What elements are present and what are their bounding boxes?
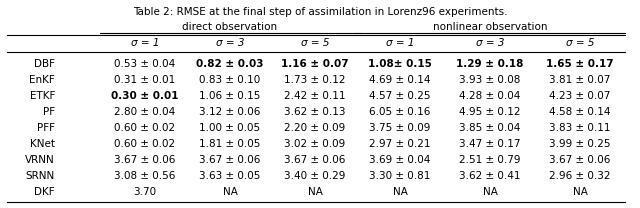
Text: EnKF: EnKF xyxy=(29,75,55,85)
Text: σ = 1: σ = 1 xyxy=(131,38,159,48)
Text: 3.93 ± 0.08: 3.93 ± 0.08 xyxy=(460,75,521,85)
Text: 0.30 ± 0.01: 0.30 ± 0.01 xyxy=(111,91,179,101)
Text: 0.60 ± 0.02: 0.60 ± 0.02 xyxy=(115,139,175,149)
Text: 0.53 ± 0.04: 0.53 ± 0.04 xyxy=(115,59,175,69)
Text: 1.08± 0.15: 1.08± 0.15 xyxy=(368,59,432,69)
Text: 3.85 ± 0.04: 3.85 ± 0.04 xyxy=(460,123,521,133)
Text: direct observation: direct observation xyxy=(182,22,278,32)
Text: SRNN: SRNN xyxy=(26,171,55,181)
Text: 1.06 ± 0.15: 1.06 ± 0.15 xyxy=(199,91,260,101)
Text: PFF: PFF xyxy=(37,123,55,133)
Text: 3.67 ± 0.06: 3.67 ± 0.06 xyxy=(284,155,346,165)
Text: 1.81 ± 0.05: 1.81 ± 0.05 xyxy=(199,139,260,149)
Text: 2.96 ± 0.32: 2.96 ± 0.32 xyxy=(549,171,611,181)
Text: σ = 5: σ = 5 xyxy=(301,38,329,48)
Text: 3.63 ± 0.05: 3.63 ± 0.05 xyxy=(199,171,260,181)
Text: DBF: DBF xyxy=(34,59,55,69)
Text: 3.67 ± 0.06: 3.67 ± 0.06 xyxy=(115,155,176,165)
Text: 3.02 ± 0.09: 3.02 ± 0.09 xyxy=(284,139,346,149)
Text: 0.83 ± 0.10: 0.83 ± 0.10 xyxy=(200,75,260,85)
Text: 1.29 ± 0.18: 1.29 ± 0.18 xyxy=(456,59,524,69)
Text: 0.31 ± 0.01: 0.31 ± 0.01 xyxy=(115,75,175,85)
Text: 3.67 ± 0.06: 3.67 ± 0.06 xyxy=(549,155,611,165)
Text: 3.40 ± 0.29: 3.40 ± 0.29 xyxy=(284,171,346,181)
Text: NA: NA xyxy=(223,187,237,197)
Text: 3.75 ± 0.09: 3.75 ± 0.09 xyxy=(369,123,431,133)
Text: 6.05 ± 0.16: 6.05 ± 0.16 xyxy=(369,107,431,117)
Text: NA: NA xyxy=(573,187,588,197)
Text: KNet: KNet xyxy=(30,139,55,149)
Text: 3.08 ± 0.56: 3.08 ± 0.56 xyxy=(115,171,176,181)
Text: 1.16 ± 0.07: 1.16 ± 0.07 xyxy=(281,59,349,69)
Text: 3.62 ± 0.41: 3.62 ± 0.41 xyxy=(460,171,521,181)
Text: NA: NA xyxy=(308,187,323,197)
Text: 2.20 ± 0.09: 2.20 ± 0.09 xyxy=(284,123,346,133)
Text: 2.80 ± 0.04: 2.80 ± 0.04 xyxy=(115,107,175,117)
Text: 3.62 ± 0.13: 3.62 ± 0.13 xyxy=(284,107,346,117)
Text: 3.67 ± 0.06: 3.67 ± 0.06 xyxy=(199,155,260,165)
Text: 4.28 ± 0.04: 4.28 ± 0.04 xyxy=(460,91,521,101)
Text: VRNN: VRNN xyxy=(25,155,55,165)
Text: 4.57 ± 0.25: 4.57 ± 0.25 xyxy=(369,91,431,101)
Text: 3.30 ± 0.81: 3.30 ± 0.81 xyxy=(369,171,431,181)
Text: nonlinear observation: nonlinear observation xyxy=(433,22,547,32)
Text: 3.69 ± 0.04: 3.69 ± 0.04 xyxy=(369,155,431,165)
Text: 2.97 ± 0.21: 2.97 ± 0.21 xyxy=(369,139,431,149)
Text: ETKF: ETKF xyxy=(29,91,55,101)
Text: 2.42 ± 0.11: 2.42 ± 0.11 xyxy=(284,91,346,101)
Text: NA: NA xyxy=(483,187,497,197)
Text: 1.65 ± 0.17: 1.65 ± 0.17 xyxy=(546,59,614,69)
Text: 4.69 ± 0.14: 4.69 ± 0.14 xyxy=(369,75,431,85)
Text: σ = 3: σ = 3 xyxy=(216,38,244,48)
Text: 1.00 ± 0.05: 1.00 ± 0.05 xyxy=(200,123,260,133)
Text: DKF: DKF xyxy=(35,187,55,197)
Text: 3.12 ± 0.06: 3.12 ± 0.06 xyxy=(199,107,260,117)
Text: 3.70: 3.70 xyxy=(133,187,157,197)
Text: 1.73 ± 0.12: 1.73 ± 0.12 xyxy=(284,75,346,85)
Text: 0.82 ± 0.03: 0.82 ± 0.03 xyxy=(196,59,264,69)
Text: 0.60 ± 0.02: 0.60 ± 0.02 xyxy=(115,123,175,133)
Text: 3.47 ± 0.17: 3.47 ± 0.17 xyxy=(460,139,521,149)
Text: σ = 1: σ = 1 xyxy=(386,38,414,48)
Text: Table 2: RMSE at the final step of assimilation in Lorenz96 experiments.: Table 2: RMSE at the final step of assim… xyxy=(132,7,508,17)
Text: NA: NA xyxy=(392,187,408,197)
Text: σ = 5: σ = 5 xyxy=(566,38,595,48)
Text: 4.23 ± 0.07: 4.23 ± 0.07 xyxy=(549,91,611,101)
Text: 3.81 ± 0.07: 3.81 ± 0.07 xyxy=(549,75,611,85)
Text: 3.83 ± 0.11: 3.83 ± 0.11 xyxy=(549,123,611,133)
Text: 4.95 ± 0.12: 4.95 ± 0.12 xyxy=(460,107,521,117)
Text: 3.99 ± 0.25: 3.99 ± 0.25 xyxy=(549,139,611,149)
Text: 4.58 ± 0.14: 4.58 ± 0.14 xyxy=(549,107,611,117)
Text: 2.51 ± 0.79: 2.51 ± 0.79 xyxy=(460,155,521,165)
Text: PF: PF xyxy=(43,107,55,117)
Text: σ = 3: σ = 3 xyxy=(476,38,504,48)
